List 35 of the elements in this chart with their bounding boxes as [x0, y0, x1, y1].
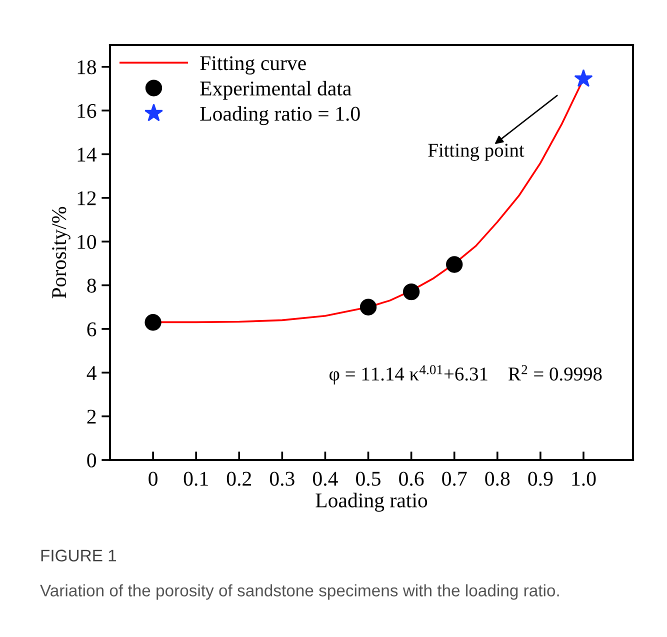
y-tick-label: 12 — [78, 191, 96, 206]
y-tick-label: 10 — [78, 234, 96, 250]
x-tick-label: 0.2 — [226, 472, 252, 486]
x-tick-label: 0.4 — [313, 472, 338, 486]
x-tick-label: 0.3 — [270, 472, 294, 486]
x-tick-label: 0.8 — [485, 472, 510, 486]
x-tick-label: 0.5 — [356, 472, 380, 486]
legend-label: Loading ratio = 1.0 — [200, 106, 360, 126]
y-tick-label: 4 — [86, 366, 96, 380]
x-tick-label: 0 — [148, 472, 158, 486]
x-tick-label: 1.0 — [572, 472, 596, 486]
legend-label: Experimental data — [200, 80, 352, 100]
point — [402, 283, 420, 300]
y-tick-label: 8 — [87, 278, 96, 293]
x-tick-label: 0.6 — [399, 472, 424, 486]
caption: FIGURE 1 — [41, 550, 116, 562]
y-tick-label: 6 — [87, 322, 96, 336]
y-tick-label: 14 — [78, 148, 96, 162]
y-tick-label: 18 — [78, 60, 96, 74]
point — [144, 314, 162, 331]
annotation: φ = 11.14 κ$^{4.01}$+6.31 R$^{2}$ = 0.9998 — [330, 365, 602, 385]
y-tick-label: 2 — [87, 410, 96, 424]
x-tick-label: 0.1 — [184, 472, 208, 486]
point — [446, 256, 463, 273]
point — [574, 69, 593, 87]
y-tick-label: 0 — [87, 453, 96, 468]
x-tick-label: 0.7 — [442, 472, 467, 486]
legend-label: Fitting curve — [200, 56, 306, 74]
annotation: Fitting point — [428, 144, 524, 161]
x-tick-label: 0.9 — [528, 472, 553, 486]
y-axis-title: Porosity/% — [52, 206, 70, 298]
y-tick-label: 16 — [78, 104, 96, 118]
x-axis-title: Loading ratio — [316, 492, 428, 512]
text: Variation of the porosity of sandstone specimens with the loading ratio. — [40, 584, 559, 600]
point — [360, 298, 377, 316]
